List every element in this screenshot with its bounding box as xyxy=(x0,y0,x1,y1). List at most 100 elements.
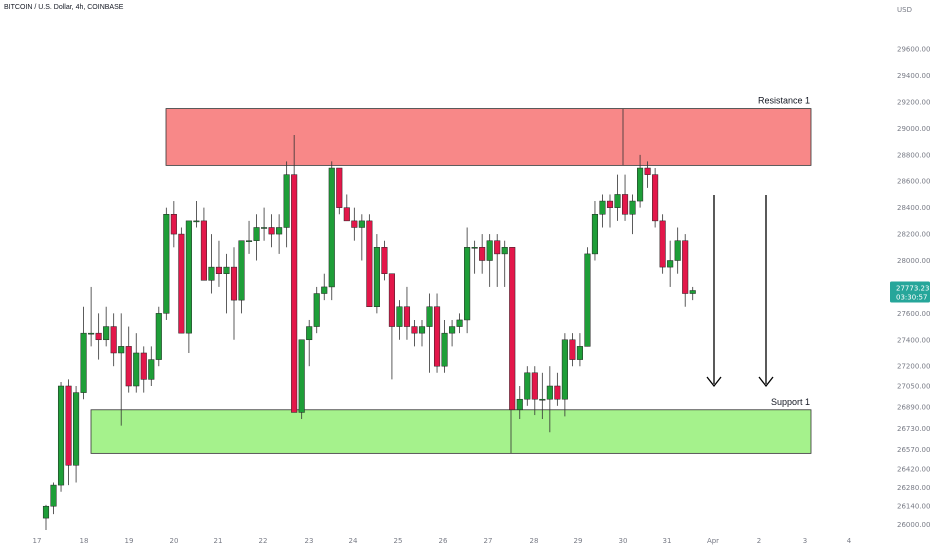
candle-body-up xyxy=(599,200,606,215)
candle-body-up xyxy=(471,247,478,249)
candle xyxy=(426,293,433,373)
candle-body-down xyxy=(366,220,373,307)
candle xyxy=(606,194,614,228)
candle xyxy=(298,339,305,420)
candle-body-down xyxy=(343,207,350,222)
candle-body-up xyxy=(328,167,335,288)
candle xyxy=(133,333,140,393)
candle xyxy=(554,372,561,406)
price-tick-label: 27050.00 xyxy=(897,383,930,391)
candle-body-up xyxy=(238,240,245,301)
candle xyxy=(479,234,486,274)
candle-body-down xyxy=(95,332,102,341)
candle xyxy=(125,326,132,393)
candle xyxy=(321,273,328,301)
candle xyxy=(373,234,380,314)
time-tick-label: 17 xyxy=(33,537,42,545)
candle-body-down xyxy=(652,174,659,222)
candle-body-up xyxy=(73,392,80,466)
time-tick-label: 28 xyxy=(530,537,539,545)
candle xyxy=(80,306,87,400)
resistance-zone[interactable] xyxy=(165,108,812,166)
candle-body-down xyxy=(178,233,185,334)
candle-body-down xyxy=(682,240,689,294)
candle xyxy=(170,201,177,248)
candle xyxy=(652,168,659,228)
price-tick-label: 28800.00 xyxy=(897,151,930,159)
candle xyxy=(644,161,651,188)
candle xyxy=(185,220,192,353)
price-badge-value: 27773.23 xyxy=(896,284,929,292)
candle-body-down xyxy=(644,167,651,175)
time-tick-label: 20 xyxy=(170,537,179,545)
candle-body-down xyxy=(381,247,388,274)
time-tick-label: 18 xyxy=(80,537,89,545)
candle xyxy=(621,174,629,221)
candle-body-up xyxy=(614,194,621,208)
candle xyxy=(336,167,343,215)
candle xyxy=(667,240,674,287)
down-arrows[interactable] xyxy=(706,195,774,388)
candle xyxy=(449,319,456,347)
price-tick-label: 26570.00 xyxy=(897,446,930,454)
symbol-title: BITCOIN / U.S. Dollar, 4h, COINBASE xyxy=(4,4,124,11)
candle-body-up xyxy=(637,167,644,202)
candle xyxy=(531,366,538,416)
candles xyxy=(42,135,696,530)
candle xyxy=(411,319,418,347)
candle-body-up xyxy=(689,290,696,294)
candle-body-up xyxy=(50,484,57,507)
candle-body-up xyxy=(464,247,471,321)
price-tick-label: 29000.00 xyxy=(897,125,930,133)
time-tick-label: 27 xyxy=(484,537,493,545)
candle-body-up xyxy=(667,260,674,268)
time-tick-label: 22 xyxy=(259,537,268,545)
candle xyxy=(358,214,365,261)
candle xyxy=(193,201,200,228)
candle xyxy=(388,273,395,380)
candle xyxy=(50,482,57,515)
candle-body-up xyxy=(373,247,380,307)
candle xyxy=(486,234,493,287)
candle xyxy=(163,207,170,320)
candle xyxy=(524,366,531,406)
candle-body-up xyxy=(449,326,456,334)
time-tick-label: 30 xyxy=(619,537,628,545)
support-zone[interactable] xyxy=(90,409,812,454)
candle-body-up xyxy=(629,200,636,215)
candle xyxy=(110,313,117,367)
candle-body-down xyxy=(110,326,117,354)
candle xyxy=(516,386,523,420)
candle xyxy=(261,207,268,241)
candle-body-up xyxy=(674,240,681,261)
candle-body-down xyxy=(230,266,238,301)
candle-body-up xyxy=(441,332,448,367)
candle xyxy=(73,386,80,483)
resistance-label: Resistance 1 xyxy=(758,96,810,106)
candle xyxy=(291,135,298,413)
time-axis[interactable]: 17 18 19 20 21 22 23 24 25 26 27 28 29 30 31 Apr 2 3 4 xyxy=(33,537,852,545)
candle xyxy=(464,227,471,334)
candle xyxy=(343,194,350,222)
candle-body-up xyxy=(456,319,463,327)
candle xyxy=(208,234,215,294)
candle xyxy=(283,161,290,248)
candle-body-down xyxy=(170,214,177,235)
candle-body-down xyxy=(433,306,441,367)
candle-body-up xyxy=(426,306,433,327)
candle xyxy=(223,253,230,314)
current-price-badge: 27773.23 03:30:57 xyxy=(890,281,930,303)
candle-body-down xyxy=(606,200,614,208)
time-tick-label: 23 xyxy=(305,537,314,545)
time-tick-label: 4 xyxy=(847,537,852,545)
candle-body-up xyxy=(313,293,320,327)
candle xyxy=(682,234,689,307)
candle-body-up xyxy=(193,220,200,223)
candle xyxy=(381,240,388,281)
candle-body-up xyxy=(57,385,65,486)
candle-body-down xyxy=(621,194,629,215)
candle xyxy=(471,240,478,274)
candle xyxy=(95,313,102,360)
